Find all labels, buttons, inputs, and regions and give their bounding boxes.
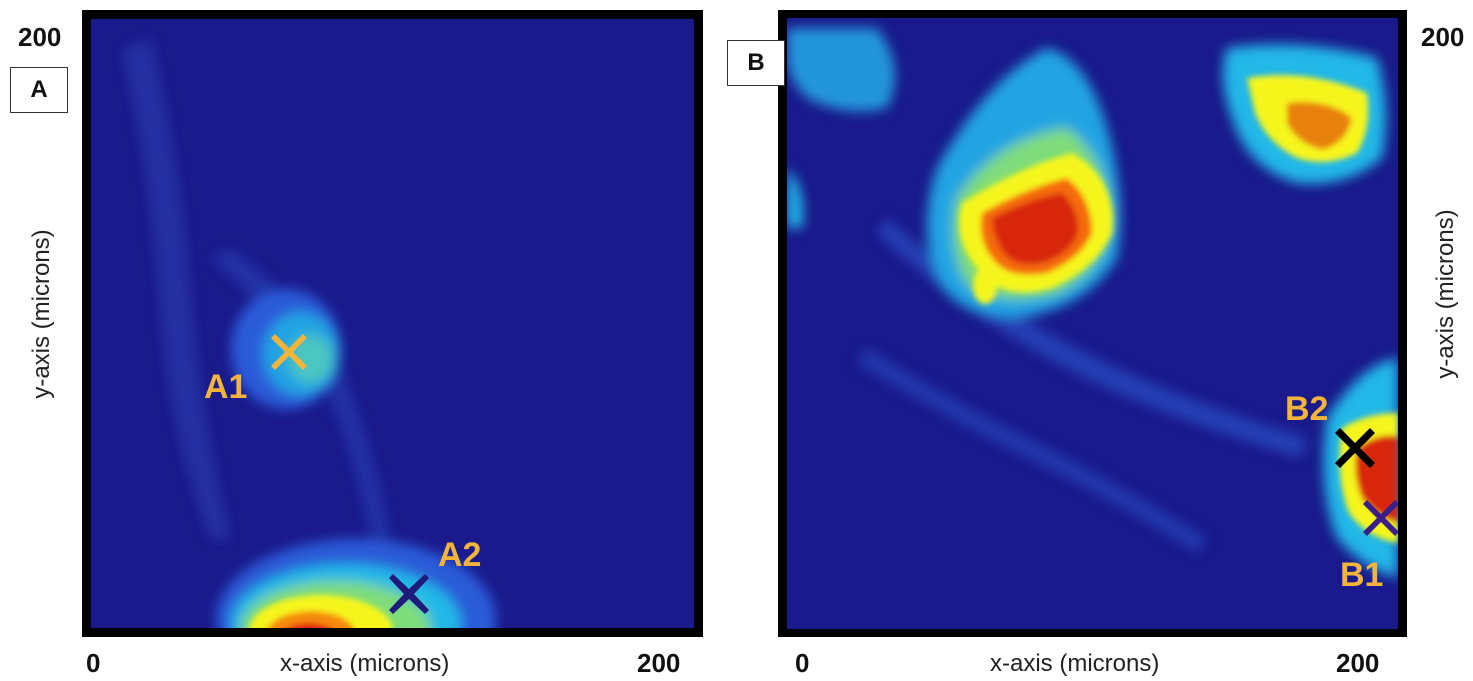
panel-b-y-max: 200 xyxy=(1421,22,1465,52)
panel-a-tag: A xyxy=(10,67,68,113)
panel-a-y-max: 200 xyxy=(18,22,62,52)
marker-a2-icon xyxy=(389,574,429,614)
marker-b1-icon xyxy=(1363,500,1398,536)
panel-a-ylabel: y-axis (microns) xyxy=(28,229,55,399)
panel-b-xlabel: x-axis (microns) xyxy=(990,650,1160,677)
panel-a: A1 A2 xyxy=(82,10,703,637)
marker-a1-label: A1 xyxy=(204,368,248,406)
marker-a1-icon xyxy=(271,334,307,370)
panel-a-x-min: 0 xyxy=(86,648,101,678)
marker-b1-label: B1 xyxy=(1340,556,1384,594)
panel-b-x-min: 0 xyxy=(795,648,810,678)
marker-b2-icon xyxy=(1335,428,1375,468)
heatmap-b xyxy=(787,18,1398,629)
panel-a-x-max: 200 xyxy=(637,648,681,678)
panel-b: B2 B1 xyxy=(778,10,1407,637)
marker-b2-label: B2 xyxy=(1285,390,1329,428)
panel-b-x-max: 200 xyxy=(1336,648,1380,678)
marker-a2-label: A2 xyxy=(438,536,482,574)
panel-b-ylabel: y-axis (microns) xyxy=(1432,209,1459,379)
panel-a-xlabel: x-axis (microns) xyxy=(280,650,450,677)
panel-b-tag: B xyxy=(727,40,785,86)
heatmap-a xyxy=(91,19,694,628)
